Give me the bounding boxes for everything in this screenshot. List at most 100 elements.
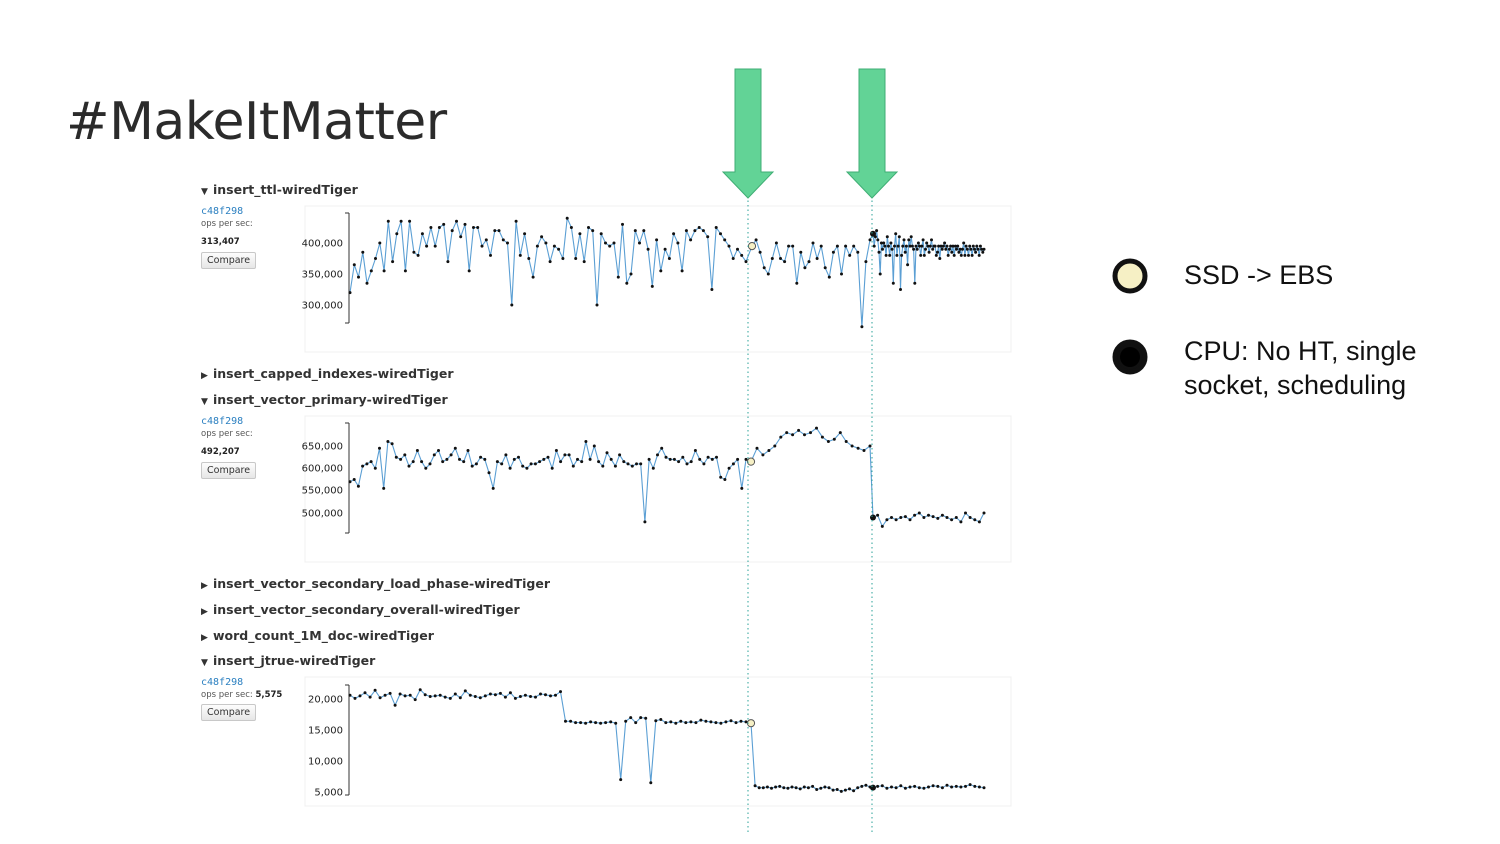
data-point: [382, 486, 386, 490]
data-point: [927, 513, 930, 517]
data-point: [890, 247, 894, 251]
data-point: [521, 464, 525, 468]
data-point: [899, 784, 903, 788]
data-point: [757, 786, 761, 790]
data-point: [715, 455, 718, 459]
y-tick-label: 10,000: [308, 757, 343, 768]
data-point: [961, 247, 964, 251]
data-point: [563, 453, 567, 457]
y-tick-label: 650,000: [302, 442, 343, 453]
data-point: [900, 253, 904, 257]
section-insert-vector-primary[interactable]: ▼ insert_vector_primary-wiredTiger: [201, 392, 448, 407]
data-point: [899, 288, 902, 291]
data-point: [619, 778, 623, 782]
data-point: [969, 247, 973, 251]
data-point: [561, 257, 565, 260]
data-point: [949, 244, 953, 248]
data-point: [890, 785, 893, 789]
data-point: [835, 788, 839, 791]
data-point: [550, 466, 554, 470]
legend-text: CPU: No HT, single socket, scheduling: [1184, 336, 1417, 400]
data-point: [567, 453, 571, 457]
data-point: [416, 253, 420, 257]
commit-hash-link[interactable]: c48f298: [201, 416, 244, 427]
data-point: [783, 260, 787, 264]
data-point: [353, 696, 357, 700]
data-point: [765, 785, 769, 789]
commit-hash-link[interactable]: c48f298: [201, 677, 244, 688]
data-point: [538, 460, 542, 464]
data-point: [852, 244, 856, 248]
data-point: [594, 721, 598, 725]
section-insert-vector-secondary-load[interactable]: ▶ insert_vector_secondary_load_phase-wire…: [201, 576, 550, 591]
data-point: [982, 511, 986, 515]
data-point: [571, 464, 575, 468]
data-point: [684, 721, 688, 725]
data-point: [973, 784, 977, 788]
compare-button[interactable]: Compare: [201, 252, 257, 269]
section-word-count[interactable]: ▶ word_count_1M_doc-wiredTiger: [201, 628, 434, 643]
data-point: [681, 455, 685, 459]
data-point: [917, 511, 921, 515]
data-point: [458, 457, 461, 461]
data-point: [473, 695, 477, 698]
data-point: [891, 281, 895, 285]
section-label: insert_vector_primary-wiredTiger: [213, 392, 448, 407]
data-point: [697, 226, 701, 229]
data-point: [369, 269, 373, 273]
data-point: [758, 250, 762, 254]
data-point: [487, 471, 491, 475]
data-point: [523, 693, 527, 697]
data-point: [877, 250, 881, 254]
data-point: [815, 788, 819, 791]
data-point: [667, 257, 671, 260]
data-point: [945, 783, 949, 787]
data-point: [693, 229, 697, 233]
data-point: [879, 241, 883, 245]
data-point: [786, 786, 790, 790]
data-point: [964, 784, 967, 788]
ops-value: 313,407: [201, 237, 240, 247]
data-point: [378, 241, 382, 245]
data-point: [791, 433, 795, 437]
data-point: [904, 244, 908, 248]
compare-button[interactable]: Compare: [201, 462, 257, 479]
ops-label: ops per sec:: [201, 429, 253, 439]
data-point: [693, 449, 697, 452]
section-insert-ttl[interactable]: ▼ insert_ttl-wiredTiger: [201, 182, 358, 197]
data-point: [820, 435, 824, 439]
data-point: [827, 786, 831, 790]
commit-hash-link[interactable]: c48f298: [201, 206, 244, 217]
data-point: [352, 263, 356, 267]
data-point: [643, 520, 647, 524]
data-point: [803, 266, 807, 270]
data-point: [534, 695, 537, 699]
data-point: [884, 253, 888, 257]
section-insert-jtrue[interactable]: ▼ insert_jtrue-wiredTiger: [201, 653, 375, 668]
data-point: [684, 229, 688, 233]
data-point: [393, 703, 397, 707]
data-point: [736, 247, 739, 251]
data-point: [778, 784, 782, 788]
data-point: [860, 784, 864, 788]
section-insert-vector-secondary-overall[interactable]: ▶ insert_vector_secondary_overall-wiredTi…: [201, 602, 520, 617]
data-point: [497, 229, 501, 233]
data-point: [621, 222, 624, 226]
data-point: [420, 460, 424, 464]
data-point: [714, 226, 718, 229]
data-point: [651, 466, 655, 470]
data-point: [956, 244, 960, 248]
data-point: [420, 232, 424, 236]
data-point: [807, 260, 811, 264]
collapse-triangle-icon: ▶: [201, 633, 208, 643]
data-point: [660, 446, 664, 450]
data-point: [383, 693, 387, 697]
compare-button[interactable]: Compare: [201, 704, 257, 721]
data-point: [882, 241, 886, 245]
data-point: [744, 457, 748, 461]
data-point: [787, 244, 791, 248]
data-point: [368, 695, 372, 699]
data-point: [694, 721, 698, 725]
section-insert-capped-indexes[interactable]: ▶ insert_capped_indexes-wiredTiger: [201, 366, 454, 381]
data-point: [928, 244, 932, 248]
